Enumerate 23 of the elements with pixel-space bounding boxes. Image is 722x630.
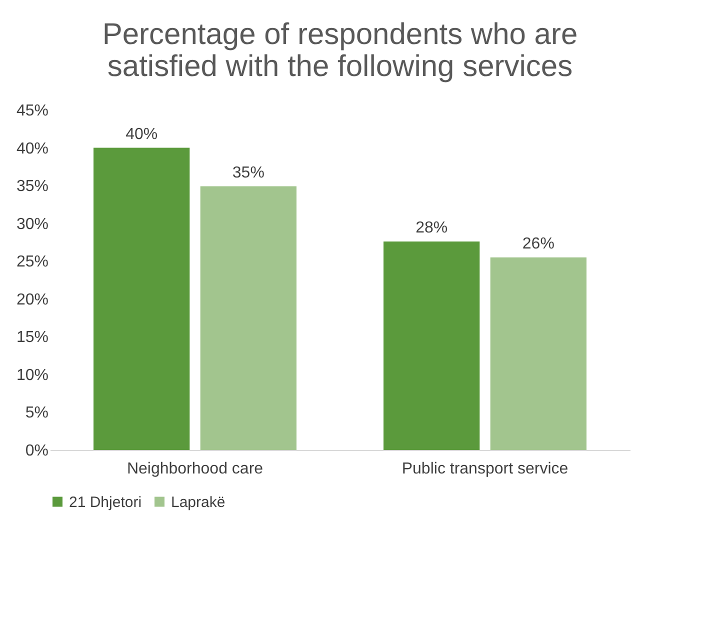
chart-title: Percentage of respondents who are satisfied with the following services <box>102 18 578 83</box>
y-tick-label: 5% <box>25 404 48 422</box>
y-tick-label: 20% <box>16 291 48 308</box>
bar <box>200 186 296 450</box>
data-label: 35% <box>232 164 264 182</box>
bar <box>490 257 586 450</box>
y-tick-label: 25% <box>16 254 48 271</box>
y-tick-label: 40% <box>16 140 48 158</box>
data-label: 28% <box>416 219 448 236</box>
x-tick-label: Neighborhood care <box>126 460 264 478</box>
bar <box>94 148 190 450</box>
legend-label: 21 Dhjetori <box>69 494 142 511</box>
bar <box>384 241 480 450</box>
y-tick-label: 10% <box>16 366 48 384</box>
y-tick-label: 30% <box>16 216 48 233</box>
legend-label: Laprakë <box>171 494 226 511</box>
y-tick-label: 15% <box>16 329 48 346</box>
y-tick-label: 45% <box>16 102 48 120</box>
x-tick-label: Public transport service <box>402 460 568 478</box>
y-tick-label: 35% <box>16 178 48 196</box>
data-label: 26% <box>522 235 554 252</box>
data-label: 40% <box>126 126 158 143</box>
y-tick-label: 0% <box>25 442 48 460</box>
